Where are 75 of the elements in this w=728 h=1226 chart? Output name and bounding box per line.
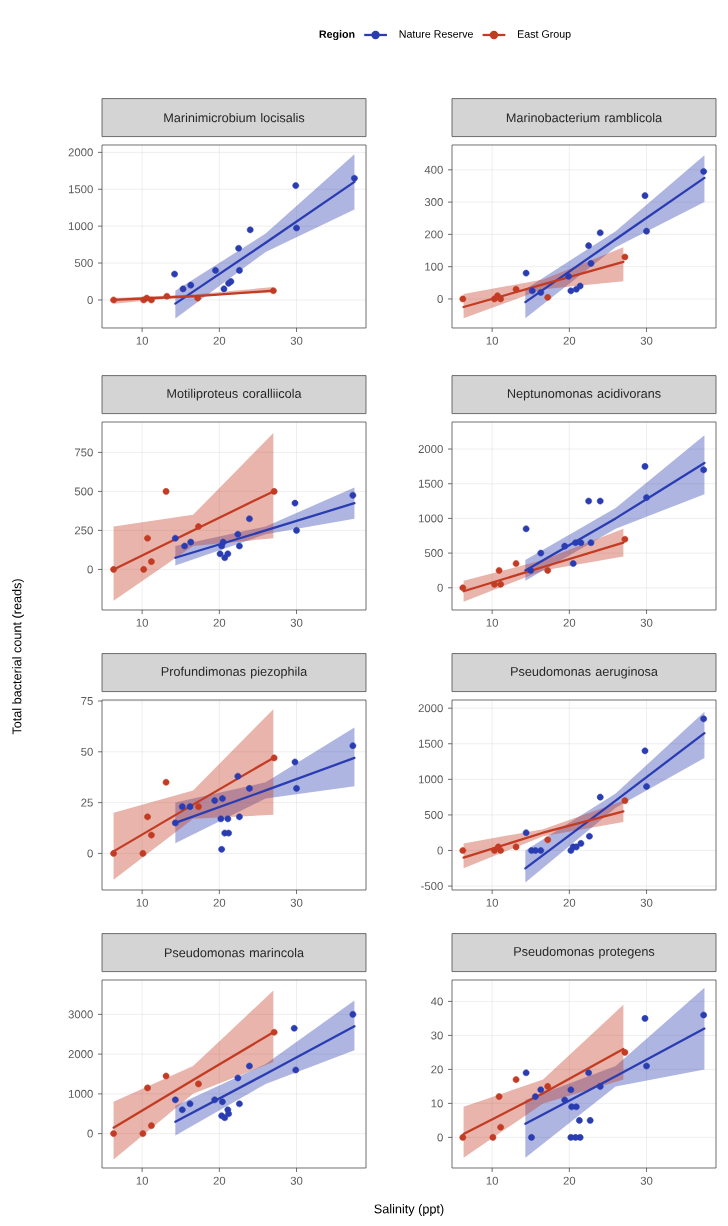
x-tick-label: 10 (486, 1176, 498, 1185)
x-tick-label: 30 (290, 898, 303, 907)
legend-label: Nature Reserve (399, 30, 473, 38)
x-tick-label: 10 (136, 1176, 148, 1185)
x-tick-label: 10 (486, 336, 498, 345)
y-tick-label: 0 (437, 846, 443, 855)
y-axis-title: Total bacterial count (reads) (12, 579, 24, 735)
x-tick-label: 30 (640, 1176, 653, 1185)
y-tick-label: 50 (81, 747, 93, 756)
legend-label: East Group (518, 30, 571, 40)
y-tick-label: 25 (81, 798, 93, 807)
y-tick-label: 400 (424, 165, 443, 174)
y-tick-label: 30 (431, 1031, 443, 1040)
y-tick-label: 1500 (68, 185, 93, 194)
x-tick-label: 30 (640, 336, 653, 345)
y-tick-label: 750 (74, 448, 93, 457)
y-tick-label: 200 (424, 230, 443, 239)
x-tick-label: 30 (290, 618, 303, 627)
y-tick-label: 300 (424, 198, 443, 207)
y-tick-label: 0 (87, 1129, 93, 1138)
x-tick-label: 20 (213, 336, 226, 345)
chart-title: Marinimicrobium locisalis (164, 112, 305, 123)
y-tick-label: 40 (430, 997, 443, 1006)
x-tick-label: 30 (640, 618, 653, 627)
y-tick-label: 500 (74, 259, 93, 268)
y-tick-label: 1500 (418, 479, 443, 488)
x-tick-label: 10 (486, 898, 498, 907)
chart-title: Pseudomonas protegens (514, 946, 655, 959)
x-tick-label: 20 (213, 898, 226, 907)
x-tick-label: 10 (136, 898, 148, 907)
x-tick-label: 20 (563, 618, 576, 627)
chart-title: Pseudomonas marincola (164, 947, 305, 958)
chart-title: Marinobacterium ramblicola (506, 112, 663, 123)
x-tick-label: 20 (563, 1176, 576, 1185)
y-tick-label: 2000 (68, 1050, 93, 1059)
x-tick-label: 20 (213, 618, 226, 627)
x-tick-label: 20 (563, 898, 576, 907)
y-tick-label: 500 (424, 549, 443, 558)
y-tick-label: 75 (81, 697, 93, 705)
y-tick-label: 1000 (418, 514, 443, 523)
y-tick-label: 500 (74, 487, 93, 496)
chart-title: Neptunomonas acidivorans (507, 388, 661, 401)
y-tick-label: 1000 (418, 775, 443, 784)
x-axis-title: Salinity (ppt) (374, 1204, 444, 1216)
x-tick-label: 30 (290, 1176, 303, 1185)
y-tick-label: 1000 (68, 222, 93, 231)
x-tick-label: 10 (136, 618, 148, 627)
x-tick-label: 20 (213, 1176, 226, 1185)
y-tick-label: 2000 (68, 148, 93, 157)
y-tick-label: 1000 (68, 1089, 93, 1098)
y-tick-label: 2000 (418, 445, 443, 454)
legend-title: Region (319, 30, 355, 41)
x-tick-label: 10 (136, 336, 148, 345)
y-tick-label: 250 (74, 526, 93, 535)
y-tick-label: 500 (424, 810, 443, 819)
chart-title: Motiliproteus coralliicola (167, 388, 302, 401)
y-tick-label: 2000 (418, 704, 443, 713)
y-tick-label: 0 (437, 294, 443, 303)
y-tick-label: -500 (421, 882, 443, 891)
y-tick-label: 20 (431, 1065, 443, 1074)
y-tick-label: 0 (437, 583, 443, 592)
chart-title: Pseudomonas aeruginosa (511, 666, 658, 679)
y-tick-label: 1500 (418, 739, 443, 748)
x-tick-label: 20 (563, 336, 576, 345)
chart-title: Profundimonas piezophila (161, 666, 308, 679)
y-tick-label: 0 (87, 565, 93, 574)
x-tick-label: 30 (290, 336, 303, 345)
y-tick-label: 10 (431, 1099, 443, 1108)
y-tick-label: 3000 (68, 1010, 93, 1019)
x-tick-label: 30 (640, 898, 653, 907)
y-tick-label: 0 (87, 295, 93, 304)
y-tick-label: 0 (87, 849, 93, 858)
y-tick-label: 100 (425, 262, 443, 271)
x-tick-label: 10 (486, 618, 498, 627)
y-tick-label: 0 (437, 1133, 443, 1142)
